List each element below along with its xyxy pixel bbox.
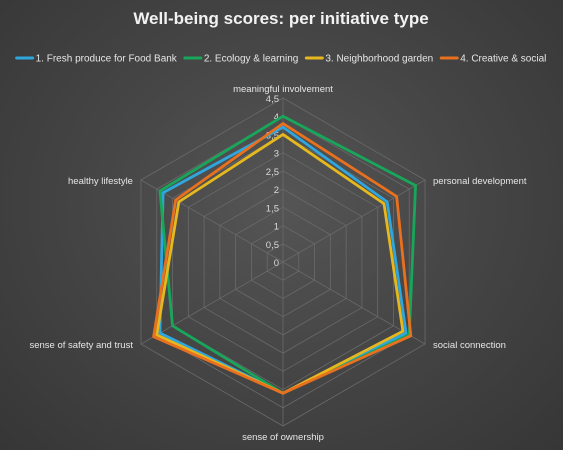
axis-label: sense of safety and trust bbox=[29, 340, 133, 351]
axis-labels: meaningful involvement personal developme… bbox=[29, 84, 526, 443]
legend-item: 2. Ecology & learning bbox=[183, 54, 299, 65]
legend-label: 1. Fresh produce for Food Bank bbox=[36, 54, 178, 65]
tick-label: 4,5 bbox=[266, 94, 279, 105]
legend: 1. Fresh produce for Food Bank 2. Ecology… bbox=[15, 54, 546, 65]
grid-spoke bbox=[282, 179, 426, 263]
tick-label: 0,5 bbox=[266, 240, 279, 251]
tick-label: 3,5 bbox=[266, 130, 279, 141]
legend-item: 1. Fresh produce for Food Bank bbox=[15, 54, 178, 65]
axis-label: meaningful involvement bbox=[233, 84, 333, 95]
tick-label: 3 bbox=[274, 149, 279, 160]
grid-spoke bbox=[140, 261, 284, 345]
axis-label: social connection bbox=[433, 340, 506, 351]
series-lines bbox=[152, 114, 417, 395]
legend-label: 3. Neighborhood garden bbox=[325, 54, 433, 65]
legend-item: 4. Creative & social bbox=[439, 54, 546, 65]
tick-label: 2 bbox=[274, 185, 279, 196]
axis-label: sense of ownership bbox=[242, 432, 324, 443]
tick-label: 1,5 bbox=[266, 203, 279, 214]
axis-label: healthy lifestyle bbox=[68, 176, 133, 187]
series-line bbox=[152, 122, 413, 395]
tick-label: 1 bbox=[274, 222, 279, 233]
chart-title: Well-being scores: per initiative type bbox=[133, 9, 428, 28]
tick-label: 0 bbox=[274, 258, 279, 269]
axis-label: personal development bbox=[433, 176, 527, 187]
tick-label: 4 bbox=[274, 112, 279, 123]
legend-label: 4. Creative & social bbox=[460, 54, 546, 65]
legend-item: 3. Neighborhood garden bbox=[304, 54, 433, 65]
radar-grid bbox=[140, 97, 426, 427]
tick-label: 2,5 bbox=[266, 167, 279, 178]
grid-spoke bbox=[140, 179, 284, 263]
radial-tick-labels: 0 0,5 1 1,5 2 2,5 3 3,5 4 4,5 bbox=[266, 94, 279, 269]
grid-spoke bbox=[282, 261, 426, 345]
legend-label: 2. Ecology & learning bbox=[204, 54, 299, 65]
